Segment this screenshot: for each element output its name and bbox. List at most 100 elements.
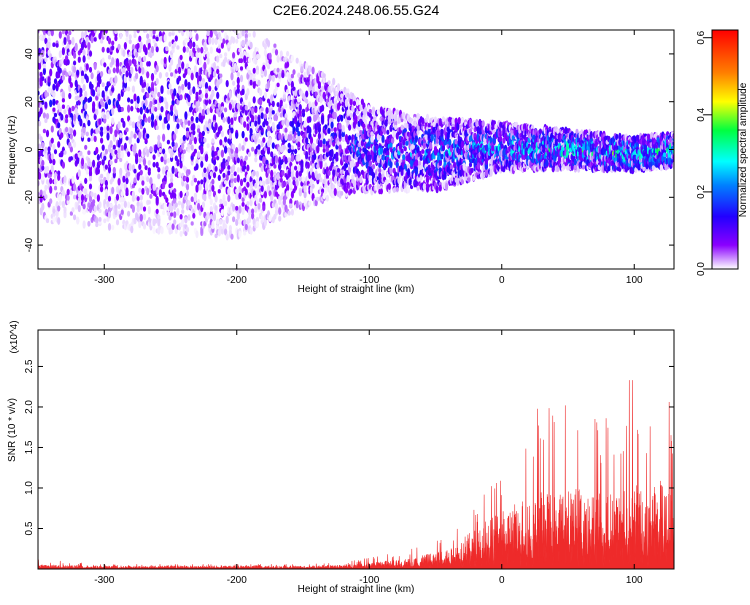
- spectrogram-cell: [221, 106, 224, 111]
- spectrogram-cell: [52, 99, 55, 104]
- spectrogram-cell: [97, 87, 100, 94]
- spectrogram-cell: [65, 22, 68, 27]
- spectrogram-cell: [203, 194, 206, 202]
- spectrogram-cell: [186, 191, 189, 196]
- spectrogram-cell: [91, 22, 94, 28]
- spectrogram-cell: [181, 219, 184, 225]
- spectrogram-cell: [197, 8, 200, 16]
- spectrogram-cell: [164, 34, 167, 42]
- spectrogram-cell: [118, 3, 121, 8]
- spectrogram-cell: [294, 90, 297, 97]
- spectrogram-cell: [184, 38, 187, 44]
- spectrogram-cell: [226, 80, 229, 87]
- spectrogram-cell: [388, 183, 391, 190]
- spectrogram-cell: [178, 0, 181, 7]
- spectrogram-cell: [396, 109, 399, 115]
- spectrogram-cell: [378, 168, 381, 173]
- spectrogram-cell: [164, 8, 167, 15]
- spectrogram-cell: [216, 55, 219, 62]
- spectrogram-cell: [49, 5, 52, 10]
- spectrogram-cell: [62, 13, 65, 18]
- spectrogram-cell: [224, 52, 227, 57]
- spectrogram-cell: [350, 113, 353, 118]
- spectrogram-cell: [68, 40, 71, 45]
- spectrogram-cell: [167, 171, 170, 178]
- spectrogram-cell: [105, 11, 108, 19]
- spectrogram-cell: [86, 0, 89, 2]
- spectrogram-cell: [146, 93, 149, 99]
- spectrogram-cell: [102, 82, 105, 87]
- spectrogram-cell: [79, 25, 82, 30]
- spectrogram-cell: [160, 96, 163, 102]
- spectrogram-cell: [59, 0, 62, 5]
- spectrogram-cell: [443, 172, 446, 178]
- spectrogram-cell: [331, 149, 334, 157]
- spectrogram-cell: [49, 69, 52, 77]
- spectrogram-cell: [135, 17, 138, 22]
- spectrogram-cell: [71, 176, 74, 184]
- spectrogram-cell: [167, 158, 170, 163]
- spectrogram-cell: [102, 145, 105, 151]
- spectrogram-cell: [68, 52, 71, 56]
- spectrogram-cell: [485, 165, 488, 170]
- spectrogram-cell: [216, 219, 219, 225]
- spectrogram-cell: [227, 195, 230, 202]
- spectrogram-cell: [98, 217, 101, 222]
- spectrogram-cell: [70, 6, 73, 10]
- spectrogram-cell: [148, 61, 151, 67]
- spectrogram-cell: [181, 209, 184, 214]
- spectrogram-cell: [172, 23, 175, 28]
- spectrogram-cell: [63, 4, 66, 10]
- spectrogram-cell: [164, 153, 167, 160]
- spectrogram-cell: [305, 151, 308, 159]
- spectrogram-cell: [456, 179, 459, 186]
- spectrogram-cell: [102, 102, 105, 108]
- spectrogram-cell: [78, 205, 81, 212]
- spectrogram-cell: [140, 215, 143, 222]
- spectrogram-cell: [254, 108, 257, 114]
- spectrogram-cell: [111, 87, 114, 92]
- spectrogram-cell: [151, 113, 154, 121]
- spectrogram-cell: [54, 113, 57, 117]
- spectrogram-cell: [243, 55, 246, 63]
- spectrogram-cell: [111, 107, 114, 115]
- spectrogram-cell: [162, 167, 165, 175]
- spectrogram-cell: [272, 122, 275, 128]
- spectrogram-cell: [289, 203, 292, 208]
- spectrogram-cell: [318, 133, 321, 140]
- spectrogram-cell: [108, 55, 111, 60]
- spectrogram-cell: [440, 130, 443, 137]
- spectrogram-cell: [191, 196, 194, 202]
- spectrogram-cell: [250, 42, 253, 49]
- spectrogram-cell: [100, 179, 103, 184]
- spectrogram-cell: [194, 5, 197, 11]
- spectrogram-cell: [157, 167, 160, 172]
- spectrogram-cell: [81, 158, 84, 166]
- spectrogram-cell: [124, 201, 127, 208]
- spectrogram-cell: [278, 72, 281, 79]
- spectrogram-cell: [189, 9, 192, 17]
- spectrogram-cell: [100, 130, 103, 137]
- spectrogram-cell: [297, 165, 300, 171]
- spectrogram-cell: [227, 188, 230, 196]
- spectrogram-cell: [43, 16, 46, 20]
- spectrogram-cell: [83, 84, 86, 91]
- spectrogram-cell: [283, 94, 286, 99]
- spectrogram-cell: [62, 98, 65, 102]
- spectrogram-cell: [195, 33, 198, 41]
- spectrogram-cell: [145, 138, 148, 143]
- spectrogram-cell: [178, 88, 181, 95]
- spectrogram-cell: [67, 5, 70, 12]
- spectrogram-cell: [108, 0, 111, 1]
- spectrogram-cell: [222, 117, 225, 123]
- spectrogram-cell: [248, 33, 251, 37]
- spectrogram-cell: [186, 184, 189, 191]
- spectrogram-cell: [172, 8, 175, 15]
- spectrogram-cell: [141, 17, 144, 25]
- spectrogram-cell: [40, 195, 43, 203]
- spectrogram-cell: [288, 211, 291, 216]
- spectrogram-cell: [71, 22, 74, 30]
- spectrogram-cell: [111, 57, 114, 65]
- spectrogram-cell: [76, 70, 79, 76]
- spectrogram-cell: [183, 21, 186, 27]
